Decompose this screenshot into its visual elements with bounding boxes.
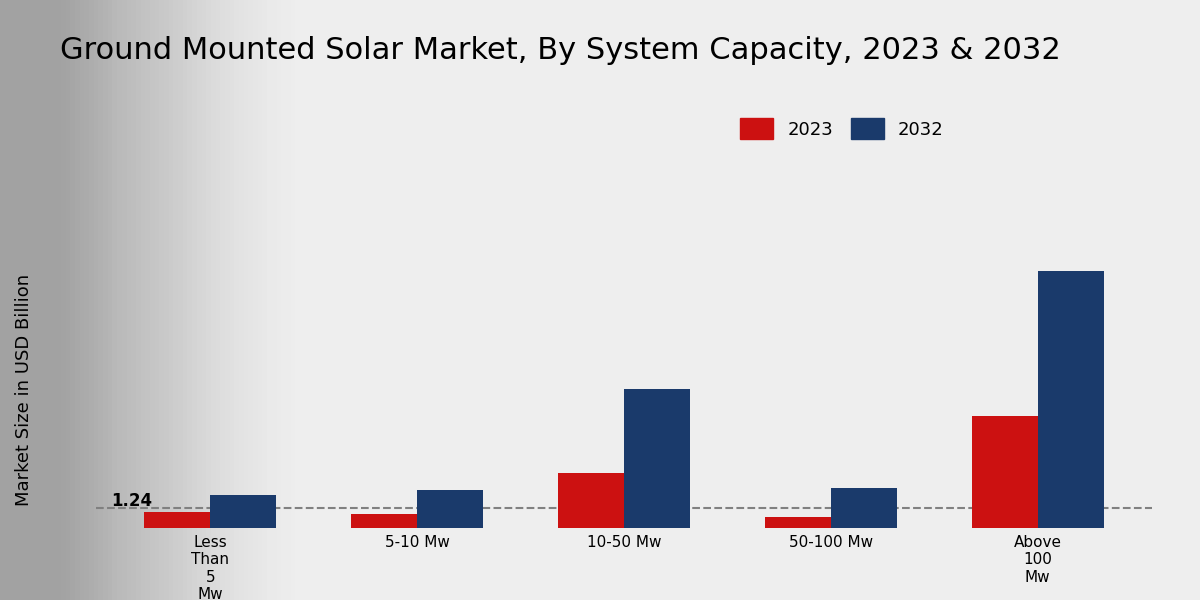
Bar [210, 495, 276, 528]
Bar [624, 389, 690, 528]
Text: Ground Mounted Solar Market, By System Capacity, 2023 & 2032: Ground Mounted Solar Market, By System C… [60, 36, 1061, 65]
Bar [1038, 271, 1104, 528]
Bar [350, 514, 418, 528]
Text: 1.24: 1.24 [112, 491, 152, 509]
Bar [144, 512, 210, 528]
Legend: 2023, 2032: 2023, 2032 [733, 111, 950, 146]
Bar [764, 517, 830, 528]
Bar [418, 490, 484, 528]
Bar [830, 488, 898, 528]
Bar [558, 473, 624, 528]
Text: Market Size in USD Billion: Market Size in USD Billion [14, 274, 34, 506]
Bar [972, 416, 1038, 528]
